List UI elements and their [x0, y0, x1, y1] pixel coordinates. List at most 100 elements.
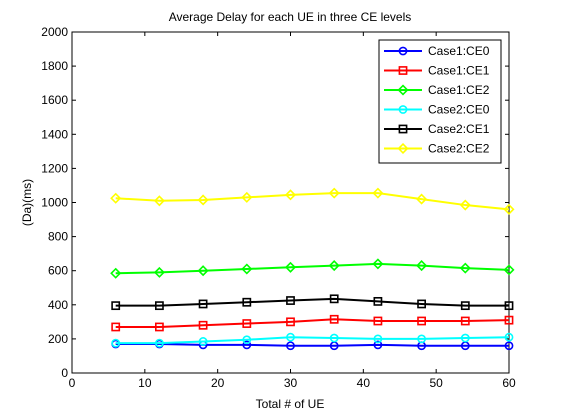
series-case2-ce2: [110, 187, 515, 215]
data-point: [242, 335, 252, 345]
data-point: [417, 316, 426, 326]
data-point: [416, 193, 428, 205]
y-tick-label: 1200: [41, 161, 68, 175]
x-tick-label: 30: [284, 376, 298, 390]
series-case1-ce1: [111, 314, 514, 332]
legend-swatch-marker: [397, 142, 409, 155]
data-point: [373, 296, 383, 306]
legend-label: Case2:CE1: [428, 122, 490, 136]
x-tick-label: 50: [429, 376, 443, 390]
legend-swatch-marker: [398, 105, 408, 114]
data-point: [111, 322, 121, 332]
legend-item: Case1:CE0: [384, 44, 490, 58]
data-point: [154, 338, 164, 348]
y-tick-label: 800: [48, 230, 68, 244]
legend-label: Case2:CE0: [428, 103, 490, 117]
data-point: [153, 195, 165, 207]
y-tick-label: 1000: [41, 196, 68, 210]
legend-box: [378, 39, 502, 164]
data-point: [241, 263, 253, 275]
series-case2-ce1: [111, 294, 514, 311]
y-tick-label: 1600: [41, 93, 68, 107]
series-case2-ce0: [111, 332, 514, 348]
data-point: [110, 267, 122, 279]
data-point: [286, 332, 295, 342]
data-point: [111, 301, 121, 311]
data-point: [284, 261, 297, 273]
data-point: [110, 192, 122, 204]
data-point: [503, 203, 515, 215]
legend-label: Case1:CE1: [428, 64, 490, 78]
legend-swatch-marker: [398, 46, 408, 56]
data-point: [242, 297, 252, 307]
x-tick-label: 20: [211, 376, 225, 390]
x-tick-label: 10: [138, 376, 152, 390]
legend-label: Case1:CE2: [428, 83, 490, 97]
data-point: [504, 332, 514, 342]
legend-swatch-marker: [397, 84, 409, 96]
data-point: [459, 262, 471, 274]
data-point: [329, 294, 339, 304]
data-point: [198, 337, 208, 346]
y-tick-label: 0: [61, 366, 68, 380]
y-tick-label: 1800: [41, 59, 68, 73]
data-point: [329, 333, 339, 343]
legend-swatch-marker: [398, 124, 408, 134]
data-point: [328, 260, 340, 272]
x-tick-label: 60: [502, 376, 516, 390]
data-point: [372, 258, 384, 270]
data-point: [329, 314, 339, 324]
data-point: [198, 320, 208, 330]
series-line: [115, 262, 510, 275]
y-tick-label: 1400: [41, 127, 68, 141]
data-point: [417, 334, 426, 344]
data-point: [111, 338, 121, 348]
series-line: [115, 297, 509, 307]
data-point: [197, 194, 209, 206]
legend-item: Case1:CE1: [384, 64, 490, 78]
data-point: [286, 317, 295, 327]
series-case1-ce2: [110, 258, 515, 279]
legend: Case1:CE0 Case1:CE1 Case1:CE2 Case2:CE0 Case…: [378, 39, 502, 164]
data-point: [328, 187, 340, 199]
series-line: [115, 318, 510, 328]
data-point: [286, 296, 295, 305]
x-tick-label: 40: [357, 376, 371, 390]
data-point: [460, 301, 470, 311]
data-point: [242, 340, 252, 350]
y-tick-label: 600: [48, 264, 68, 278]
data-point: [153, 266, 165, 278]
data-point: [372, 187, 384, 199]
data-point: [503, 264, 515, 276]
legend-label: Case2:CE2: [428, 142, 490, 156]
data-point: [373, 340, 383, 350]
data-point: [504, 341, 514, 351]
data-point: [197, 265, 209, 277]
data-point: [155, 301, 164, 311]
data-point: [504, 301, 514, 311]
data-point: [460, 333, 470, 343]
legend-item: Case1:CE2: [384, 83, 490, 97]
legend-swatch-marker: [398, 66, 408, 75]
data-point: [416, 260, 428, 272]
data-point: [504, 315, 514, 325]
data-point: [286, 341, 295, 351]
y-tick-label: 2000: [41, 25, 68, 39]
y-tick-label: 400: [48, 298, 68, 312]
series-line: [115, 343, 509, 347]
data-point: [198, 299, 208, 309]
data-point: [242, 319, 252, 328]
legend-label: Case1:CE0: [428, 44, 490, 58]
data-point: [459, 199, 471, 211]
data-point: [373, 334, 383, 344]
x-tick-label: 0: [69, 376, 76, 390]
series-line: [115, 336, 510, 345]
data-point: [417, 299, 426, 309]
legend-item: Case2:CE1: [384, 122, 490, 136]
legend-item: Case2:CE0: [384, 103, 490, 117]
data-point: [460, 316, 470, 326]
chart-title: Average Delay for each UE in three CE le…: [169, 10, 412, 24]
y-tick-label: 200: [48, 332, 68, 346]
